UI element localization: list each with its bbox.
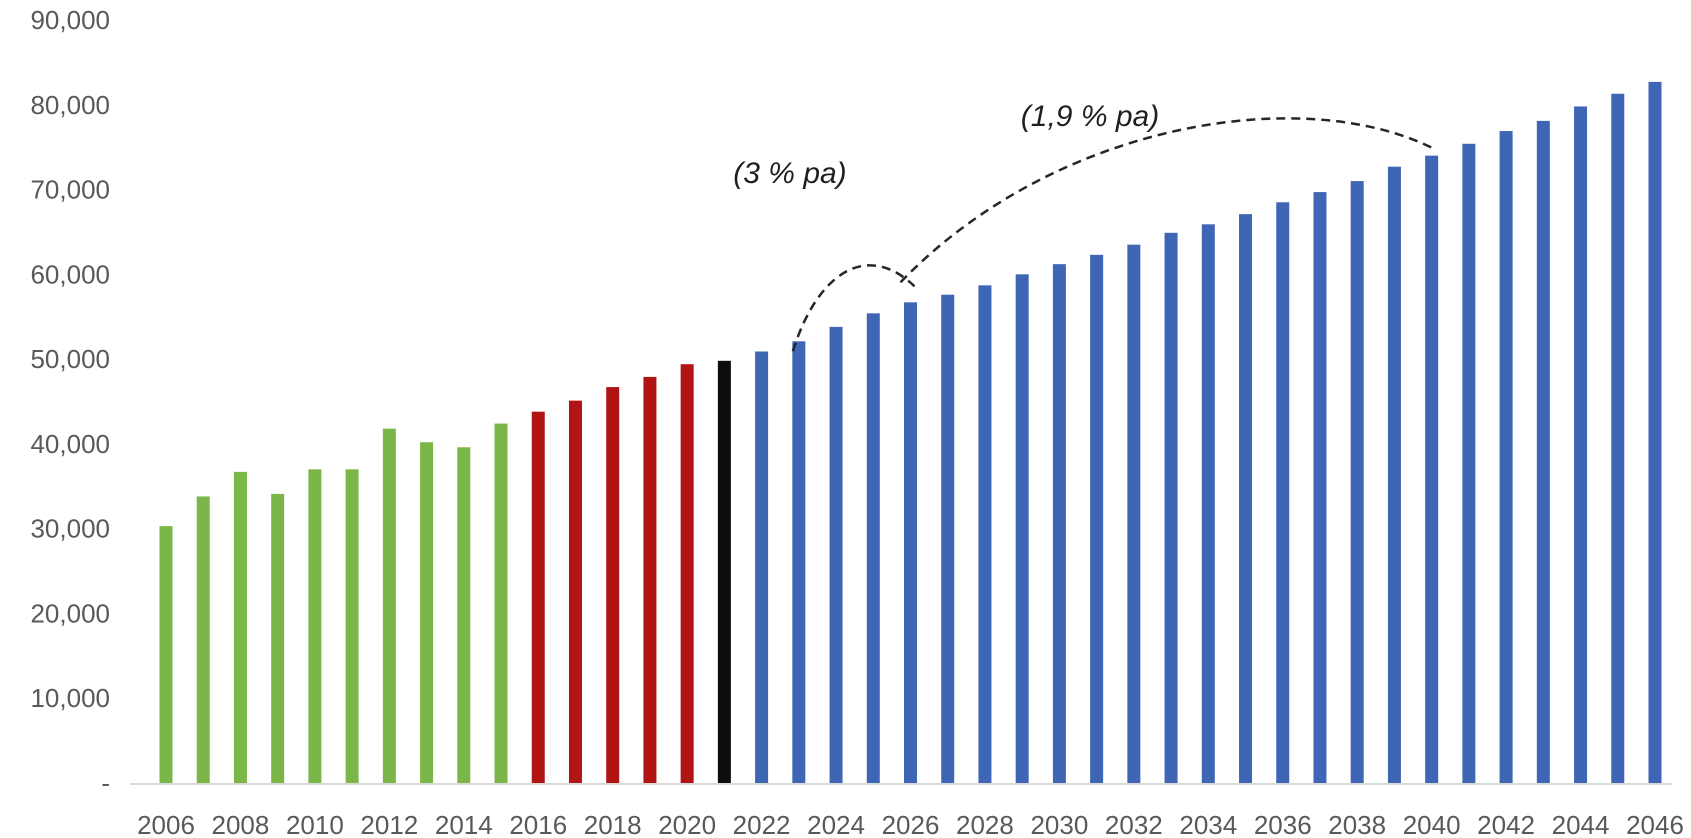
y-tick-label: 70,000	[30, 175, 110, 205]
growth-arc	[899, 117, 1437, 284]
bar-2032	[1127, 244, 1141, 783]
bar-2031	[1090, 254, 1104, 783]
bar-2033	[1164, 232, 1178, 783]
x-tick-label: 2028	[956, 810, 1014, 838]
growth-rate-annotation: (1,9 % pa)	[1021, 100, 1159, 133]
bar-2040	[1425, 155, 1439, 784]
y-tick-label: 20,000	[30, 598, 110, 628]
x-tick-label: 2032	[1105, 810, 1163, 838]
bar-2024	[829, 326, 843, 783]
bar-2012	[382, 428, 396, 783]
bar-2006	[159, 526, 173, 783]
x-tick-label: 2044	[1552, 810, 1610, 838]
bar-2017	[568, 400, 582, 783]
x-axis-tick-labels: 2006 2008 2010 2012 2014 2016 2018 2020 2022 2024…	[137, 810, 1684, 838]
bar-2039	[1387, 166, 1401, 784]
y-tick-label: 10,000	[30, 683, 110, 713]
bar-2022	[755, 351, 769, 783]
bar-2046	[1648, 81, 1662, 784]
x-tick-label: 2016	[509, 810, 567, 838]
x-tick-label: 2018	[584, 810, 642, 838]
bar-2021	[717, 360, 731, 783]
x-tick-label: 2026	[882, 810, 940, 838]
y-axis-tick-labels: - 10,000 20,000 30,000 40,000 50,000 60,000 70,…	[30, 5, 110, 798]
x-tick-label: 2034	[1179, 810, 1237, 838]
bar-2035	[1239, 214, 1253, 783]
y-tick-label: 30,000	[30, 514, 110, 544]
bar-2038	[1350, 181, 1364, 784]
bar-2023	[792, 341, 806, 783]
bar-2018	[606, 387, 620, 783]
x-tick-label: 2006	[137, 810, 195, 838]
bar-2042	[1499, 131, 1513, 783]
bar-2014	[457, 447, 471, 783]
x-tick-label: 2038	[1328, 810, 1386, 838]
x-tick-label: 2008	[212, 810, 270, 838]
bar-2008	[233, 471, 247, 783]
x-tick-label: 2010	[286, 810, 344, 838]
bar-2016	[531, 411, 545, 783]
bar-2025	[866, 313, 880, 783]
bar-2027	[941, 294, 955, 783]
x-tick-label: 2040	[1403, 810, 1461, 838]
growth-annotations: (3 % pa) (1,9 % pa)	[733, 100, 1159, 190]
bar-2026	[904, 302, 917, 783]
x-tick-label: 2046	[1626, 810, 1684, 838]
bar-2019	[643, 376, 657, 783]
x-tick-label: 2012	[360, 810, 418, 838]
x-tick-label: 2014	[435, 810, 493, 838]
bar-2041	[1462, 143, 1476, 783]
bar-2030	[1052, 264, 1066, 783]
bar-2036	[1276, 202, 1290, 783]
x-tick-label: 2024	[807, 810, 865, 838]
bar-2043	[1536, 120, 1550, 783]
y-tick-label: 60,000	[30, 259, 110, 289]
bar-2010	[308, 469, 322, 783]
bar-2037	[1313, 192, 1327, 784]
x-tick-label: 2022	[733, 810, 791, 838]
x-tick-label: 2042	[1477, 810, 1535, 838]
bar-2009	[271, 493, 285, 783]
y-tick-label: 50,000	[30, 344, 110, 374]
y-tick-label: 80,000	[30, 90, 110, 120]
growth-arcs	[791, 117, 1437, 352]
x-tick-label: 2036	[1254, 810, 1312, 838]
bar-2011	[345, 469, 359, 783]
growth-rate-annotation: (3 % pa)	[733, 157, 846, 190]
bar-2034	[1201, 224, 1215, 783]
bar-2045	[1611, 93, 1625, 784]
x-tick-label: 2020	[658, 810, 716, 838]
bar-2013	[420, 442, 434, 783]
bar-2007	[196, 496, 210, 783]
y-tick-label: 40,000	[30, 429, 110, 459]
y-tick-label: 90,000	[30, 5, 110, 35]
bar-2020	[680, 364, 694, 783]
x-tick-label: 2030	[1030, 810, 1088, 838]
y-tick-label: -	[101, 768, 110, 798]
bar-2029	[1015, 274, 1029, 783]
bar-2028	[978, 285, 992, 783]
bars	[159, 81, 1662, 784]
bar-2044	[1574, 106, 1588, 784]
growth-arc	[791, 264, 916, 352]
bar-2015	[494, 423, 508, 783]
